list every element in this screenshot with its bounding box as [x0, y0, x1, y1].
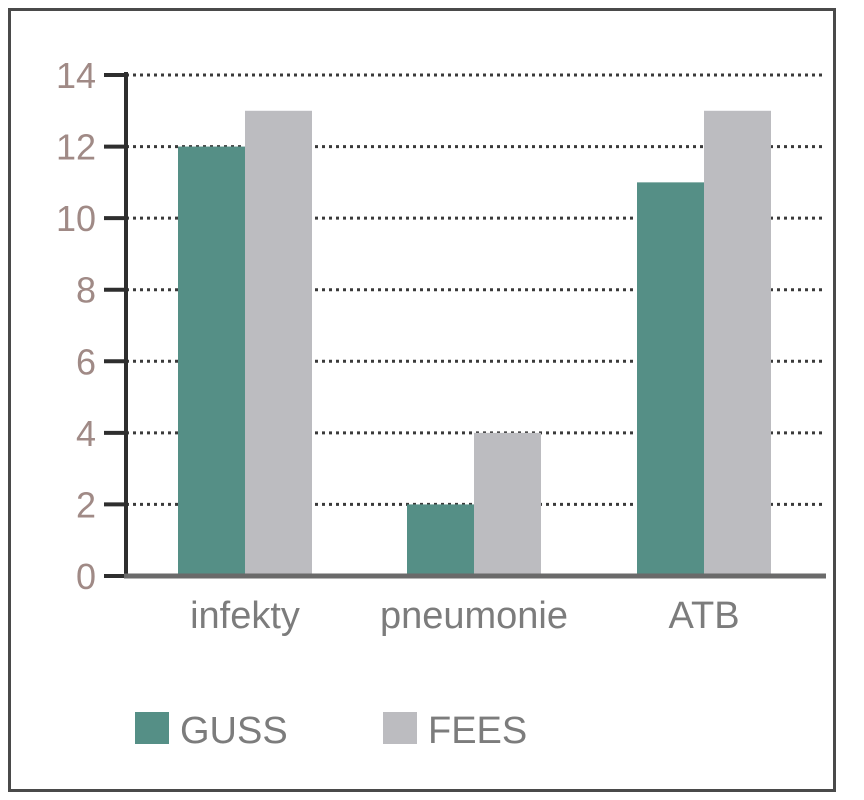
legend-label-fees: FEES [428, 710, 527, 752]
legend-swatch-fees [383, 712, 417, 744]
y-tick-label: 14 [56, 55, 96, 96]
bar-fees-atb [704, 110, 771, 577]
bar-fees-pneumonie [474, 432, 541, 576]
y-tick-label: 4 [76, 413, 96, 454]
y-tick-labels: 0 2 4 6 8 10 12 14 [56, 55, 96, 597]
x-tick-label: pneumonie [380, 595, 568, 637]
y-tick-label: 6 [76, 341, 96, 382]
bars [178, 110, 771, 577]
y-tick-label: 0 [76, 556, 96, 597]
y-tick-label: 12 [56, 127, 96, 168]
bar-guss-infekty [178, 146, 245, 577]
y-tick-label: 8 [76, 270, 96, 311]
bar-guss-atb [637, 182, 704, 576]
y-tick-label: 10 [56, 198, 96, 239]
legend-label-guss: GUSS [180, 710, 288, 752]
x-tick-label: ATB [668, 595, 739, 637]
y-tick-label: 2 [76, 484, 96, 525]
bar-fees-infekty [245, 110, 312, 577]
legend: GUSS FEES [135, 710, 527, 752]
x-tick-labels: infekty pneumonie ATB [190, 595, 739, 637]
bar-guss-pneumonie [407, 504, 474, 576]
x-tick-label: infekty [190, 595, 300, 637]
axes [124, 72, 826, 579]
legend-swatch-guss [135, 712, 169, 744]
